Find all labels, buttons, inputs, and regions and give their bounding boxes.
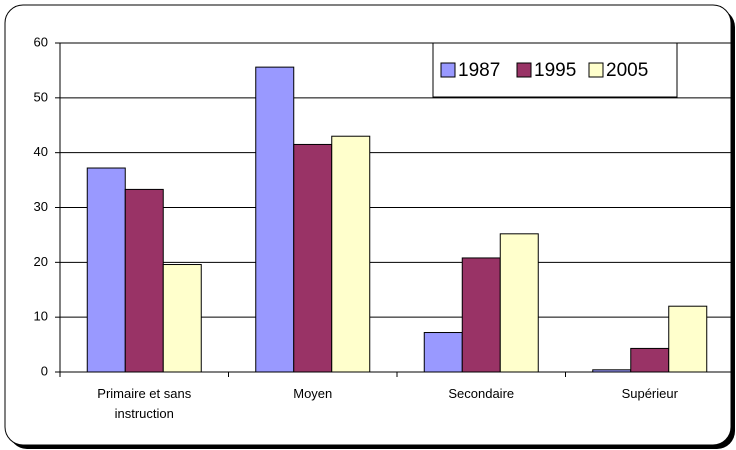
legend-box [432,42,678,98]
legend-label: 1995 [534,60,576,81]
bar [461,257,501,373]
x-tick-label: Primaire et sans instruction [97,386,192,421]
y-tick-label: 60 [34,34,48,49]
bar [124,188,164,373]
x-tick-label: Secondaire [448,386,515,401]
legend-label: 1987 [458,60,500,81]
bar [630,347,670,373]
bar [86,167,126,373]
x-tick-label: Moyen [293,386,333,401]
y-tick-label: 30 [34,199,48,214]
bar [293,143,333,373]
x-tick-label: Supérieur [621,386,678,401]
y-tick-label: 10 [34,309,48,324]
bar [499,233,539,373]
legend-swatch [588,62,604,78]
legend-swatch [440,62,456,78]
y-tick-label: 0 [41,363,48,378]
legend-label: 2005 [606,60,648,81]
bar [423,332,463,373]
y-tick-label: 20 [34,254,48,269]
y-tick-label: 50 [34,89,48,104]
bar [668,305,708,373]
bar [331,135,371,373]
legend-swatch [516,62,532,78]
y-tick-label: 40 [34,144,48,159]
bar [255,66,295,373]
bar [162,264,202,373]
